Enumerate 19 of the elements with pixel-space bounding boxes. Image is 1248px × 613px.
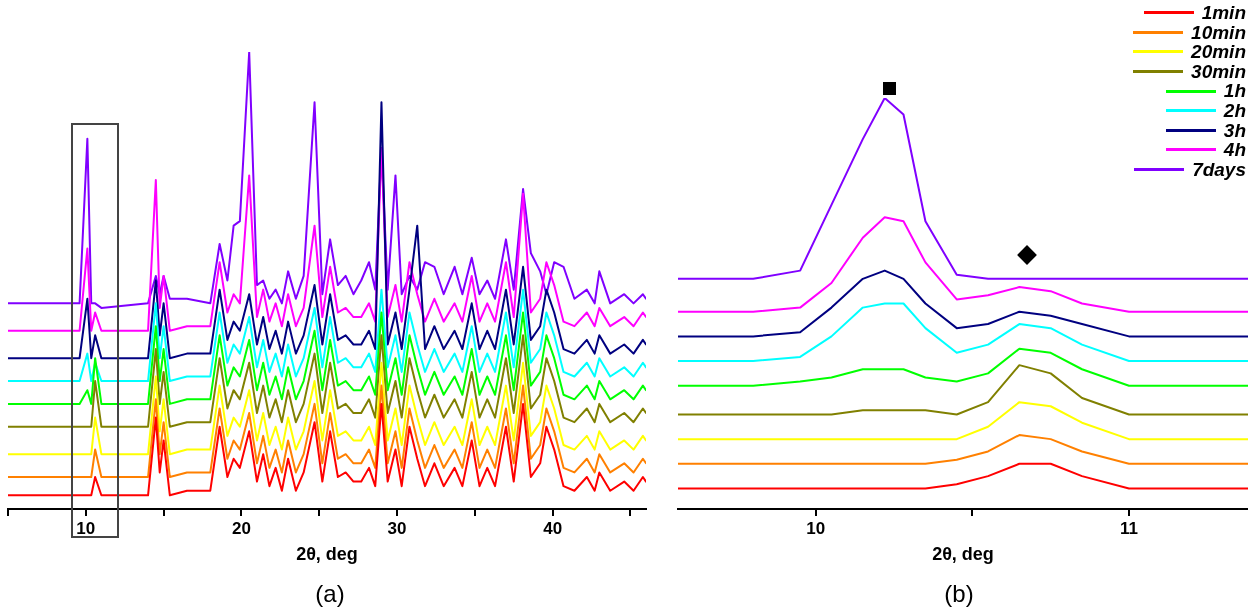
x-tick-label: 30 xyxy=(387,518,407,538)
legend-label: 1min xyxy=(1201,2,1246,23)
legend-label: 4h xyxy=(1223,139,1246,161)
legend-label: 10min xyxy=(1191,21,1246,43)
x-tick-label: 40 xyxy=(543,518,563,538)
legend-label: 20min xyxy=(1191,41,1246,63)
legend-label: 2h xyxy=(1223,99,1246,121)
x-tick-label: 20 xyxy=(231,518,251,538)
legend-label: 30min xyxy=(1191,60,1246,82)
text: (a) xyxy=(314,580,346,608)
x-axis-title: 2θ, deg xyxy=(932,544,994,565)
x-axis-title: 2θ, deg xyxy=(296,544,358,565)
x-tick-label: 10 xyxy=(806,518,826,538)
legend-label: 3h xyxy=(1223,119,1246,141)
legend-label: 7days xyxy=(1192,158,1246,180)
text: (b) xyxy=(943,580,975,608)
x-tick-label: 10 xyxy=(76,518,96,538)
x-tick-label: 11 xyxy=(1120,518,1138,538)
legend-label: 1h xyxy=(1223,80,1246,102)
